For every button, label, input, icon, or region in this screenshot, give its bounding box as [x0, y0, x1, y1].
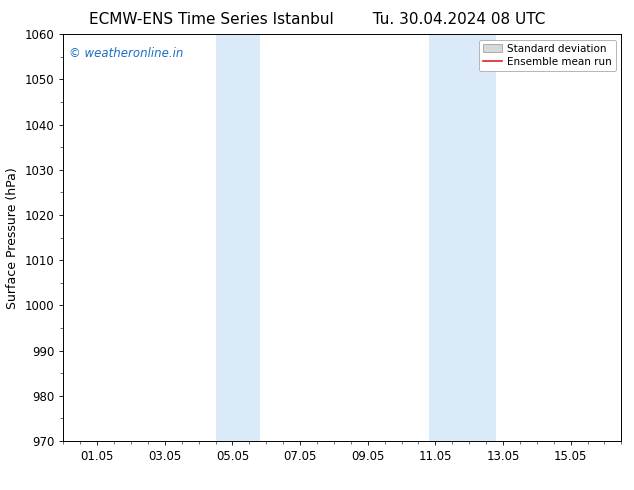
Bar: [216, 34, 259, 441]
Y-axis label: Surface Pressure (hPa): Surface Pressure (hPa): [6, 167, 19, 309]
Legend: Standard deviation, Ensemble mean run: Standard deviation, Ensemble mean run: [479, 40, 616, 71]
Text: ECMW-ENS Time Series Istanbul        Tu. 30.04.2024 08 UTC: ECMW-ENS Time Series Istanbul Tu. 30.04.…: [89, 12, 545, 27]
Bar: [429, 34, 496, 441]
Text: © weatheronline.in: © weatheronline.in: [69, 47, 183, 59]
